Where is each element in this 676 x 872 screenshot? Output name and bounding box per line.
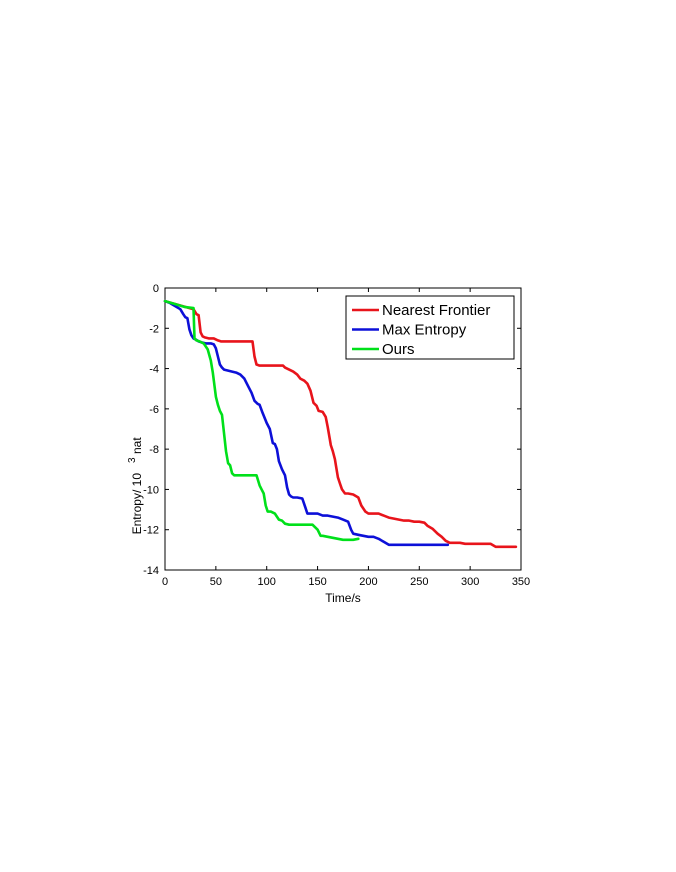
- x-tick-label: 250: [410, 576, 428, 588]
- legend: Nearest Frontier Max Entropy Ours: [345, 295, 515, 360]
- x-tick-label: 200: [359, 576, 377, 588]
- y-axis-label-superscript: 3: [127, 457, 138, 463]
- x-tick-label: 50: [210, 576, 222, 588]
- legend-label-max-entropy: Max Entropy: [382, 322, 467, 339]
- x-tick-label: 350: [512, 576, 530, 588]
- series-line-ours: [163, 299, 360, 542]
- x-tick-label: 300: [461, 576, 479, 588]
- x-tick-label: 100: [258, 576, 276, 588]
- y-axis-label-unit: nat: [130, 437, 144, 454]
- legend-label-ours: Ours: [382, 341, 415, 358]
- y-tick-label: -4: [149, 364, 159, 376]
- series-lines: [163, 299, 518, 549]
- series-line-nearest-frontier: [163, 299, 518, 549]
- y-axis: 0 -2 -4 -6 -8 -10 -12 -14: [143, 283, 521, 577]
- y-tick-label: -10: [143, 484, 159, 496]
- y-tick-label: -6: [149, 404, 159, 416]
- y-axis-label: Entropy/ 10 3 nat: [127, 437, 144, 535]
- legend-label-nearest-frontier: Nearest Frontier: [382, 302, 490, 319]
- y-tick-label: -14: [143, 565, 159, 577]
- y-tick-label: -12: [143, 525, 159, 537]
- x-axis-label: Time/s: [325, 591, 361, 605]
- x-axis: 0 50 100 150 200 250 300 350: [162, 288, 530, 588]
- y-tick-label: -2: [149, 323, 159, 335]
- y-tick-label: 0: [153, 283, 159, 295]
- x-tick-label: 150: [308, 576, 326, 588]
- y-tick-label: -8: [149, 444, 159, 456]
- y-axis-label-main: Entropy/ 10: [130, 473, 144, 535]
- x-tick-label: 0: [162, 576, 168, 588]
